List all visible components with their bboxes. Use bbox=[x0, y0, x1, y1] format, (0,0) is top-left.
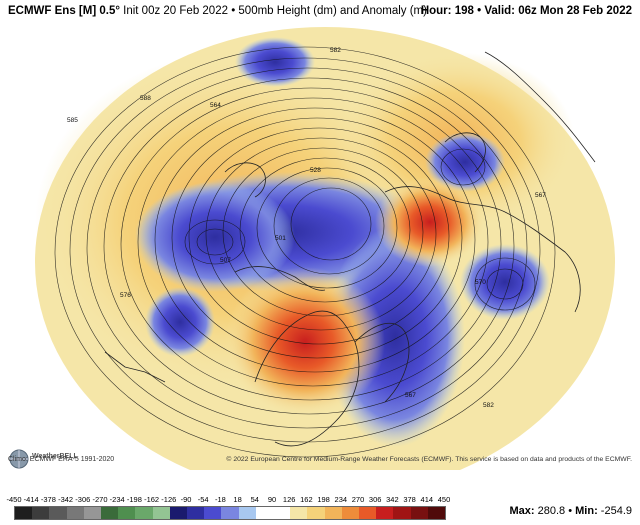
anomaly-colorbar bbox=[14, 506, 446, 520]
valid-label: Valid: bbox=[484, 5, 516, 17]
contour-label: 582 bbox=[483, 402, 494, 409]
colorbar-swatch bbox=[32, 507, 50, 519]
ridge-western-na bbox=[225, 267, 385, 417]
colorbar-tick-label: 126 bbox=[282, 495, 296, 504]
colorbar-tick-label: -162 bbox=[144, 495, 160, 504]
colorbar-tick-label: 306 bbox=[368, 495, 382, 504]
contour-label: 570 bbox=[475, 279, 486, 286]
colorbar-tick-label: -270 bbox=[92, 495, 108, 504]
contour-label: 588 bbox=[140, 95, 151, 102]
colorbar-tick-label: 414 bbox=[420, 495, 434, 504]
colorbar-tick-label: -306 bbox=[75, 495, 91, 504]
colorbar-tick-label: 234 bbox=[334, 495, 348, 504]
colorbar-swatch bbox=[187, 507, 205, 519]
min-label: Min: bbox=[575, 505, 598, 517]
trough-siberia bbox=[135, 182, 295, 292]
colorbar-tick-label: -450 bbox=[6, 495, 22, 504]
colorbar-swatch bbox=[101, 507, 119, 519]
colorbar-swatch bbox=[238, 507, 256, 519]
colorbar-tick-label: 18 bbox=[233, 495, 242, 504]
colorbar-swatch bbox=[290, 507, 308, 519]
colorbar-swatch bbox=[204, 507, 222, 519]
contour-label: 576 bbox=[120, 292, 131, 299]
colorbar-tick-label: 450 bbox=[437, 495, 451, 504]
contour-label: 528 bbox=[310, 167, 321, 174]
max-min: Max: 280.8 • Min: -254.9 bbox=[509, 505, 632, 517]
trough-north-atlantic bbox=[235, 37, 315, 87]
logo-text: WeatherBELL bbox=[32, 453, 78, 460]
colorbar-ticks: -450 -414 -378 -342 -306 -270 -234 -198 -162 -126… bbox=[6, 495, 451, 505]
colorbar-swatch bbox=[324, 507, 342, 519]
contour-label: 501 bbox=[275, 235, 286, 242]
run-subtitle: Init 00z 20 Feb 2022 • 500mb Height (dm)… bbox=[123, 5, 427, 17]
colorbar-swatch bbox=[66, 507, 84, 519]
colorbar-tick-label: 90 bbox=[267, 495, 277, 504]
coastlines bbox=[104, 51, 596, 447]
colorbar-tick-label: -234 bbox=[109, 495, 125, 504]
valid-time: Hour: 198 • Valid: 06z Mon 28 Feb 2022 bbox=[420, 5, 632, 17]
climo-note: Climo: ECMWF ERA-5 1991-2020 bbox=[8, 456, 115, 463]
colorbar-swatch bbox=[427, 507, 446, 519]
map-header: ECMWF Ens [M] 0.5° Init 00z 20 Feb 2022 … bbox=[0, 0, 640, 22]
contour-label: 507 bbox=[220, 257, 231, 264]
height-contours bbox=[54, 46, 556, 458]
colorbar-swatch bbox=[135, 507, 153, 519]
map-canvas: 582 588 585 576 570 564 528 501 507 567 … bbox=[35, 27, 615, 470]
max-label: Max: bbox=[509, 505, 535, 517]
colorbar-tick-label: -54 bbox=[197, 495, 209, 504]
min-value: -254.9 bbox=[600, 505, 632, 517]
contour-label: 582 bbox=[330, 47, 341, 54]
colorbar-tick-label: -90 bbox=[180, 495, 192, 504]
colorbar-swatch bbox=[15, 507, 33, 519]
contour-label: 567 bbox=[405, 392, 416, 399]
colorbar-swatch bbox=[273, 507, 291, 519]
chart-title: ECMWF Ens [M] 0.5° Init 00z 20 Feb 2022 … bbox=[8, 5, 427, 17]
colorbar-swatch bbox=[307, 507, 325, 519]
colorbar-tick-label: 198 bbox=[317, 495, 330, 504]
colorbar-tick-label: -198 bbox=[126, 495, 142, 504]
contour-label-group: 582 588 585 576 570 564 528 501 507 567 … bbox=[67, 47, 546, 409]
model-name: ECMWF Ens [M] 0.5° bbox=[8, 5, 120, 17]
colorbar-tick-label: -126 bbox=[161, 495, 177, 504]
trough-pacific bbox=[145, 287, 215, 357]
colorbar-swatch bbox=[376, 507, 394, 519]
colorbar-swatch bbox=[221, 507, 239, 519]
colorbar-swatch bbox=[410, 507, 428, 519]
colorbar-tick-label: 270 bbox=[351, 495, 365, 504]
globe-icon bbox=[9, 449, 29, 469]
colorbar-swatch bbox=[393, 507, 411, 519]
colorbar-swatch bbox=[359, 507, 377, 519]
contour-label: 567 bbox=[535, 192, 546, 199]
contour-label: 585 bbox=[67, 117, 78, 124]
separator: • bbox=[568, 505, 573, 517]
colorbar-tick-label: -414 bbox=[23, 495, 39, 504]
colorbar-tick-label: 54 bbox=[250, 495, 259, 504]
colorbar-tick-label: -342 bbox=[58, 495, 74, 504]
weatherbell-logo: WeatherBELL bbox=[8, 448, 78, 470]
colorbar-swatch bbox=[169, 507, 188, 519]
colorbar-swatch bbox=[118, 507, 136, 519]
colorbar-tick-label: -18 bbox=[214, 495, 226, 504]
colorbar-swatch bbox=[83, 507, 102, 519]
map-footer: Climo: ECMWF ERA-5 1991-2020 © 2022 Euro… bbox=[0, 452, 640, 525]
colorbar-tick-label: -378 bbox=[40, 495, 56, 504]
colorbar-tick-label: 378 bbox=[403, 495, 416, 504]
colorbar-swatch bbox=[49, 507, 67, 519]
hour-value: 198 bbox=[454, 5, 474, 17]
colorbar-swatch bbox=[152, 507, 170, 519]
copyright-note: © 2022 European Centre for Medium-Range … bbox=[226, 456, 632, 463]
contour-label: 564 bbox=[210, 102, 221, 109]
ridge-europe bbox=[375, 177, 485, 267]
colorbar-tick-label: 162 bbox=[300, 495, 313, 504]
colorbar-swatch bbox=[255, 507, 274, 519]
valid-value: 06z Mon 28 Feb 2022 bbox=[518, 5, 632, 17]
hour-label: Hour: bbox=[420, 5, 452, 17]
colorbar-swatch bbox=[341, 507, 360, 519]
max-value: 280.8 bbox=[537, 505, 566, 517]
hemispheric-map[interactable]: 582 588 585 576 570 564 528 501 507 567 … bbox=[5, 22, 635, 470]
colorbar-tick-label: 342 bbox=[386, 495, 399, 504]
